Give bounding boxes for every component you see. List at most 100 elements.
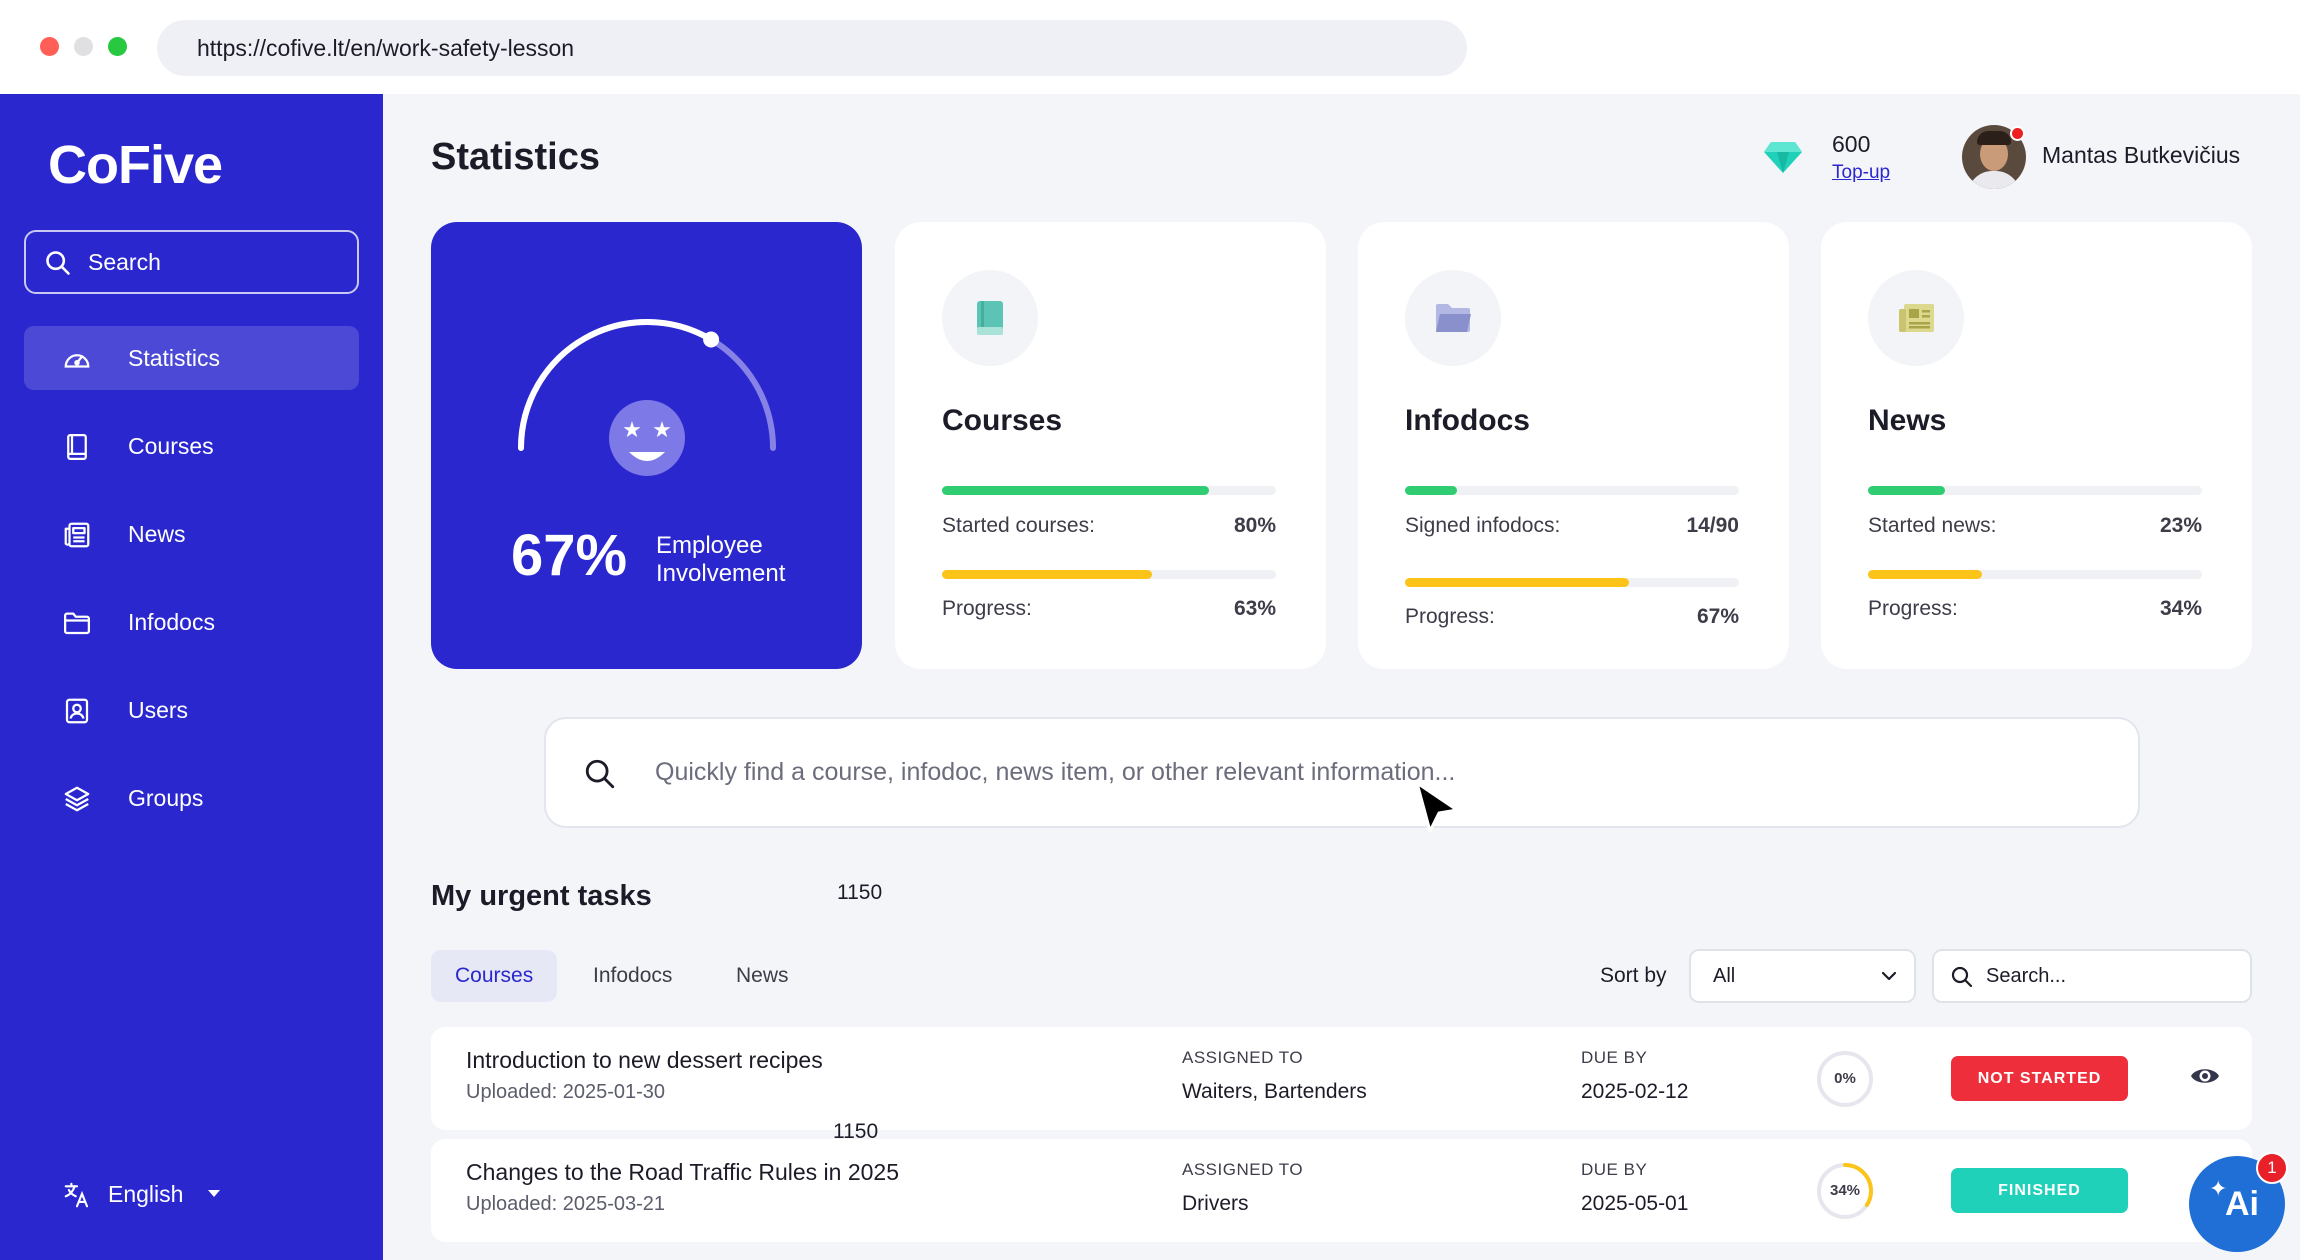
tab-courses[interactable]: Courses	[431, 950, 558, 1002]
sidebar-item-statistics[interactable]: Statistics	[24, 326, 359, 390]
sidebar-item-news[interactable]: News	[24, 502, 359, 566]
task-title[interactable]: Introduction to new dessert recipes	[466, 1047, 823, 1073]
due-header: DUE BY	[1581, 1048, 1648, 1067]
sidebar-search-input[interactable]: Search	[24, 230, 359, 294]
task-uploaded: Uploaded: 2025-01-30	[466, 1081, 666, 1103]
avatar-shirt	[1968, 171, 2020, 189]
ai-notification-badge: 1	[2256, 1152, 2288, 1184]
folder-icon	[64, 612, 90, 635]
search-icon	[46, 251, 70, 275]
close-window-dot[interactable]	[40, 37, 59, 56]
sidebar: CoFive Search Statistics Courses News In…	[0, 94, 383, 1260]
gauge-fill	[518, 319, 715, 451]
sidebar-item-courses[interactable]: Courses	[24, 414, 359, 478]
signed-label: Signed infodocs:	[1405, 514, 1561, 537]
progress-label: Progress:	[942, 597, 1032, 620]
credits-balance: 600	[1832, 131, 1871, 157]
logo[interactable]: CoFive	[48, 135, 223, 195]
courses-card[interactable]: Courses Started courses: 80% Progress: 6…	[895, 222, 1326, 669]
task-uploaded: Uploaded: 2025-03-21	[466, 1193, 666, 1215]
gauge-icon	[64, 354, 90, 368]
sidebar-item-groups[interactable]: Groups	[24, 766, 359, 830]
tab-infodocs[interactable]: Infodocs	[593, 964, 673, 987]
book-icon	[977, 301, 1003, 335]
progress-ring-label: 34%	[1829, 1182, 1861, 1199]
page-title: Statistics	[431, 136, 600, 178]
urgent-tasks-title: My urgent tasks	[431, 880, 652, 912]
task-row[interactable]: Introduction to new dessert recipes Uplo…	[431, 1027, 2252, 1130]
status-badge: NOT STARTED	[1951, 1056, 2128, 1101]
book-icon	[67, 434, 87, 460]
sort-by-label: Sort by	[1600, 964, 1667, 987]
task-title[interactable]: Changes to the Road Traffic Rules in 202…	[466, 1159, 900, 1185]
user-icon	[65, 698, 89, 724]
progress-ring: 0%	[1815, 1049, 1875, 1109]
sidebar-item-label: Users	[128, 697, 189, 723]
signed-bar-fill	[1405, 486, 1457, 495]
search-icon	[1951, 966, 1973, 988]
chevron-down-icon	[1881, 971, 1897, 981]
progress-value: 34%	[2159, 597, 2202, 620]
assigned-value: Drivers	[1182, 1192, 1249, 1215]
stray-number: 1150	[833, 1120, 879, 1143]
language-label: English	[108, 1181, 184, 1207]
search-icon	[585, 759, 615, 789]
progress-bar-fill	[1405, 578, 1629, 587]
progress-value: 63%	[1233, 597, 1276, 620]
started-bar-track	[1868, 486, 2202, 495]
sidebar-item-users[interactable]: Users	[24, 678, 359, 742]
news-card[interactable]: News Started news: 23% Progress: 34%	[1821, 222, 2252, 669]
progress-bar-fill	[1868, 570, 1982, 579]
employee-involvement-card: ★ ★ 67% Employee Involvement	[431, 222, 862, 669]
newspaper-icon	[1899, 304, 1934, 332]
progress-ring: 34%	[1815, 1161, 1875, 1221]
tab-news[interactable]: News	[736, 964, 789, 987]
progress-bar-track	[1405, 578, 1739, 587]
notification-dot	[2010, 126, 2025, 141]
started-label: Started news:	[1868, 514, 1997, 537]
newspaper-icon	[64, 522, 90, 548]
tasks-search-placeholder: Search...	[1986, 965, 2067, 987]
tasks-search-input[interactable]: Search...	[1932, 949, 2252, 1003]
infodocs-card[interactable]: Infodocs Signed infodocs: 14/90 Progress…	[1358, 222, 1789, 669]
involvement-caption: Employee Involvement	[656, 532, 786, 587]
layers-icon	[64, 786, 90, 812]
progress-bar-track	[1868, 570, 2202, 579]
sidebar-item-label: Statistics	[128, 345, 221, 371]
translate-icon	[64, 1182, 89, 1208]
caret-down-icon	[208, 1190, 220, 1197]
started-bar-fill	[1868, 486, 1945, 495]
folder-icon	[1436, 304, 1471, 332]
started-bar-fill	[942, 486, 1210, 495]
user-name[interactable]: Mantas Butkevičius	[2042, 142, 2241, 168]
status-badge: FINISHED	[1951, 1168, 2128, 1213]
ai-button-label: Ai	[2225, 1185, 2259, 1223]
eye-icon[interactable]	[2190, 1065, 2220, 1087]
started-value: 80%	[1233, 514, 1276, 537]
progress-ring-graphic	[1817, 1051, 1873, 1107]
sidebar-item-label: Infodocs	[128, 609, 215, 635]
sort-select-value: All	[1713, 965, 1736, 987]
progress-ring-label: 0%	[1834, 1070, 1856, 1087]
started-bar-track	[942, 486, 1276, 495]
sort-select[interactable]: All	[1689, 949, 1916, 1003]
card-title: Courses	[942, 404, 1063, 437]
news-icon-circle	[1868, 270, 1964, 366]
task-row[interactable]: Changes to the Road Traffic Rules in 202…	[431, 1139, 2252, 1242]
minimize-window-dot[interactable]	[74, 37, 93, 56]
sidebar-item-label: Courses	[128, 433, 214, 459]
progress-ring-graphic	[1817, 1163, 1873, 1219]
sidebar-item-label: News	[128, 521, 186, 547]
progress-label: Progress:	[1405, 605, 1495, 628]
address-bar[interactable]: https://cofive.lt/en/work-safety-lesson	[157, 20, 1467, 76]
svg-text:★: ★	[652, 418, 672, 443]
maximize-window-dot[interactable]	[108, 37, 127, 56]
quick-search-input[interactable]: Quickly find a course, infodoc, news ite…	[544, 717, 2140, 828]
due-value: 2025-02-12	[1581, 1080, 1689, 1103]
mouse-cursor-icon	[1415, 781, 1459, 833]
progress-value: 67%	[1696, 605, 1739, 628]
topup-link[interactable]: Top-up	[1832, 162, 1891, 183]
started-label: Started courses:	[942, 514, 1095, 537]
sidebar-item-infodocs[interactable]: Infodocs	[24, 590, 359, 654]
progress-bar-fill	[942, 570, 1153, 579]
